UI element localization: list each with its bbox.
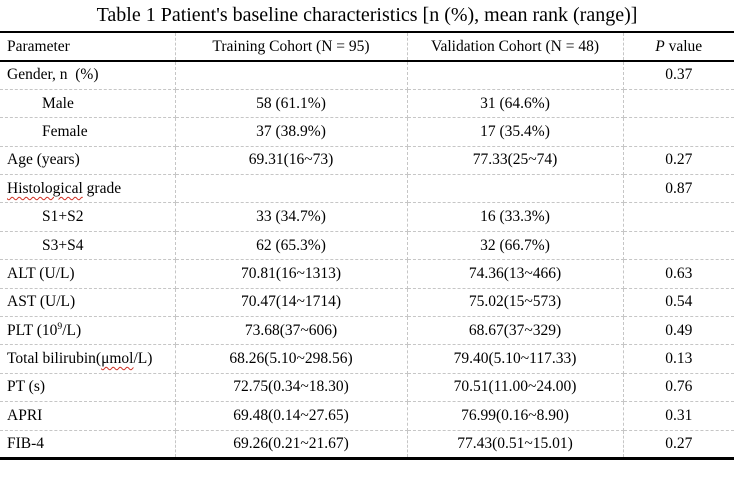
training-cell: [175, 61, 408, 90]
validation-cell: [407, 61, 624, 90]
param-cell: PLT (109/L): [0, 316, 176, 346]
training-cell: 37 (38.9%): [175, 117, 408, 147]
table-title: Table 1 Patient's baseline characteristi…: [96, 4, 638, 26]
header-row: Parameter Training Cohort (N = 95) Valid…: [0, 32, 734, 62]
training-cell: 70.47(14~1714): [175, 288, 408, 318]
p-cell: 0.76: [623, 373, 734, 403]
table-row-male: Male 58 (61.1%) 31 (64.6%): [0, 89, 734, 119]
validation-cell: 75.02(15~573): [407, 288, 624, 318]
table-row-female: Female 37 (38.9%) 17 (35.4%): [0, 117, 734, 147]
table-row-alt: ALT (U/L) 70.81(16~1313) 74.36(13~466) 0…: [0, 259, 734, 289]
param-cell: Female: [0, 117, 176, 147]
validation-cell: 70.51(11.00~24.00): [407, 373, 624, 403]
param-cell: PT (s): [0, 373, 176, 403]
training-cell: 69.26(0.21~21.67): [175, 430, 408, 459]
misspelled-word: μmol: [101, 350, 134, 368]
param-cell: Total bilirubin(μmol/L): [0, 344, 176, 374]
p-cell: [623, 202, 734, 232]
validation-cell: [407, 174, 624, 204]
table-row-s1-s2: S1+S2 33 (34.7%) 16 (33.3%): [0, 202, 734, 232]
p-cell: [623, 117, 734, 147]
training-cell: 58 (61.1%): [175, 89, 408, 119]
p-cell: [623, 89, 734, 119]
training-cell: 70.81(16~1313): [175, 259, 408, 289]
validation-cell: 76.99(0.16~8.90): [407, 401, 624, 431]
table-row-gender: Gender, n (%) 0.37: [0, 61, 734, 90]
param-text: Total bilirubin(: [7, 350, 102, 368]
training-cell: 72.75(0.34~18.30): [175, 373, 408, 403]
header-training-cohort: Training Cohort (N = 95): [175, 32, 408, 62]
p-cell: 0.63: [623, 259, 734, 289]
param-text: grade: [82, 179, 122, 197]
table-row-histological-grade: Histological grade 0.87: [0, 174, 734, 204]
param-cell: APRI: [0, 401, 176, 431]
superscript-9: 9: [57, 320, 63, 332]
validation-cell: 77.33(25~74): [407, 146, 624, 176]
validation-cell: 77.43(0.51~15.01): [407, 430, 624, 459]
training-cell: 73.68(37~606): [175, 316, 408, 346]
table-row-ast: AST (U/L) 70.47(14~1714) 75.02(15~573) 0…: [0, 288, 734, 318]
param-text: PLT (10: [7, 321, 58, 339]
table-row-apri: APRI 69.48(0.14~27.65) 76.99(0.16~8.90) …: [0, 401, 734, 431]
table-row-plt: PLT (109/L) 73.68(37~606) 68.67(37~329) …: [0, 316, 734, 346]
validation-cell: 79.40(5.10~117.33): [407, 344, 624, 374]
header-validation-cohort: Validation Cohort (N = 48): [407, 32, 624, 62]
p-cell: 0.49: [623, 316, 734, 346]
p-cell: 0.13: [623, 344, 734, 374]
p-cell: [623, 231, 734, 261]
param-cell: Gender, n (%): [0, 61, 176, 90]
p-value-italic-p: P: [655, 37, 665, 55]
p-value-label-rest: value: [664, 37, 703, 55]
param-cell: Histological grade: [0, 174, 176, 204]
table-row-fib4: FIB-4 69.26(0.21~21.67) 77.43(0.51~15.01…: [0, 430, 734, 459]
p-cell: 0.27: [665, 434, 693, 452]
param-cell: S3+S4: [0, 231, 176, 261]
training-cell: 69.31(16~73): [175, 146, 408, 176]
table-row-pt: PT (s) 72.75(0.34~18.30) 70.51(11.00~24.…: [0, 373, 734, 403]
header-p-value: P value: [623, 32, 734, 62]
p-cell: 0.31: [623, 401, 734, 431]
param-cell: ALT (U/L): [0, 259, 176, 289]
param-cell: AST (U/L): [0, 288, 176, 318]
validation-cell: 31 (64.6%): [407, 89, 624, 119]
param-cell: Male: [0, 89, 176, 119]
validation-cell: 17 (35.4%): [407, 117, 624, 147]
training-cell: 69.48(0.14~27.65): [175, 401, 408, 431]
param-cell: S1+S2: [0, 202, 176, 232]
p-cell: 0.54: [623, 288, 734, 318]
validation-cell: 68.67(37~329): [407, 316, 624, 346]
validation-cell: 74.36(13~466): [407, 259, 624, 289]
header-parameter: Parameter: [0, 32, 176, 62]
training-cell: 33 (34.7%): [175, 202, 408, 232]
training-cell: 62 (65.3%): [175, 231, 408, 261]
param-cell: FIB-4: [0, 430, 176, 459]
table-row-s3-s4: S3+S4 62 (65.3%) 32 (66.7%): [0, 231, 734, 261]
validation-cell: 16 (33.3%): [407, 202, 624, 232]
table-row-total-bilirubin: Total bilirubin(μmol/L) 68.26(5.10~298.5…: [0, 344, 734, 374]
param-text: /L): [62, 321, 82, 339]
validation-cell: 32 (66.7%): [407, 231, 624, 261]
param-cell: Age (years): [0, 146, 176, 176]
training-cell: 68.26(5.10~298.56): [175, 344, 408, 374]
p-cell: 0.37: [623, 61, 734, 90]
table-row-age: Age (years) 69.31(16~73) 77.33(25~74) 0.…: [0, 146, 734, 176]
p-cell: 0.27: [623, 146, 734, 176]
training-cell: [175, 174, 408, 204]
misspelled-word: Histological: [7, 179, 83, 197]
param-text: /L): [133, 350, 153, 368]
p-cell: 0.87: [623, 174, 734, 204]
baseline-characteristics-table: Parameter Training Cohort (N = 95) Valid…: [0, 31, 734, 460]
